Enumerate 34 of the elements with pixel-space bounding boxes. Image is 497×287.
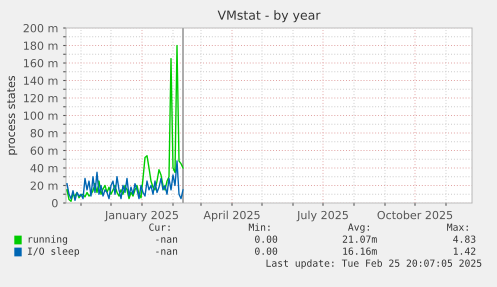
x-tick-label: January 2025	[104, 210, 178, 222]
text: Max:	[447, 224, 468, 231]
line-series	[66, 160, 184, 202]
y-tick-label: 100 m	[24, 111, 58, 120]
legend-label: I/O sleep	[28, 247, 80, 257]
y-axis-title: process states	[7, 76, 18, 155]
text: Min:	[248, 223, 270, 231]
x-tick-label: July 2025	[296, 210, 348, 222]
x-tick-label: October 2025	[377, 210, 452, 220]
text: Cur:	[149, 223, 170, 231]
x-tick-label: April 2025	[203, 210, 260, 222]
y-tick-label: 0	[52, 198, 58, 208]
y-tick-label: 60 m	[30, 146, 58, 155]
text: Last update: Tue Feb 25 20:07:05 2025	[266, 259, 482, 269]
y-tick-label: 120 m	[24, 94, 58, 102]
legend-label: running	[28, 235, 68, 245]
y-tick-label: 140 m	[24, 76, 58, 85]
line-series	[66, 44, 184, 202]
y-tick-label: 20 m	[30, 181, 58, 190]
text: 4.83	[453, 235, 476, 243]
text: -nan	[156, 249, 178, 255]
text: 21.07m	[342, 235, 377, 243]
text: 1.42	[454, 247, 476, 255]
text: 16.16m	[343, 247, 377, 255]
chart-title: VMstat - by year	[218, 10, 320, 22]
y-tick-label: 180 m	[24, 41, 58, 50]
y-tick-label: 40 m	[30, 164, 58, 172]
text: -nan	[156, 237, 178, 243]
text: 0.00	[255, 247, 278, 255]
y-tick-label: 200 m	[24, 24, 58, 32]
text: 0.00	[255, 235, 278, 243]
y-tick-label: 80 m	[30, 128, 58, 138]
y-tick-label: 160 m	[24, 58, 58, 68]
text: Avg:	[348, 224, 369, 233]
